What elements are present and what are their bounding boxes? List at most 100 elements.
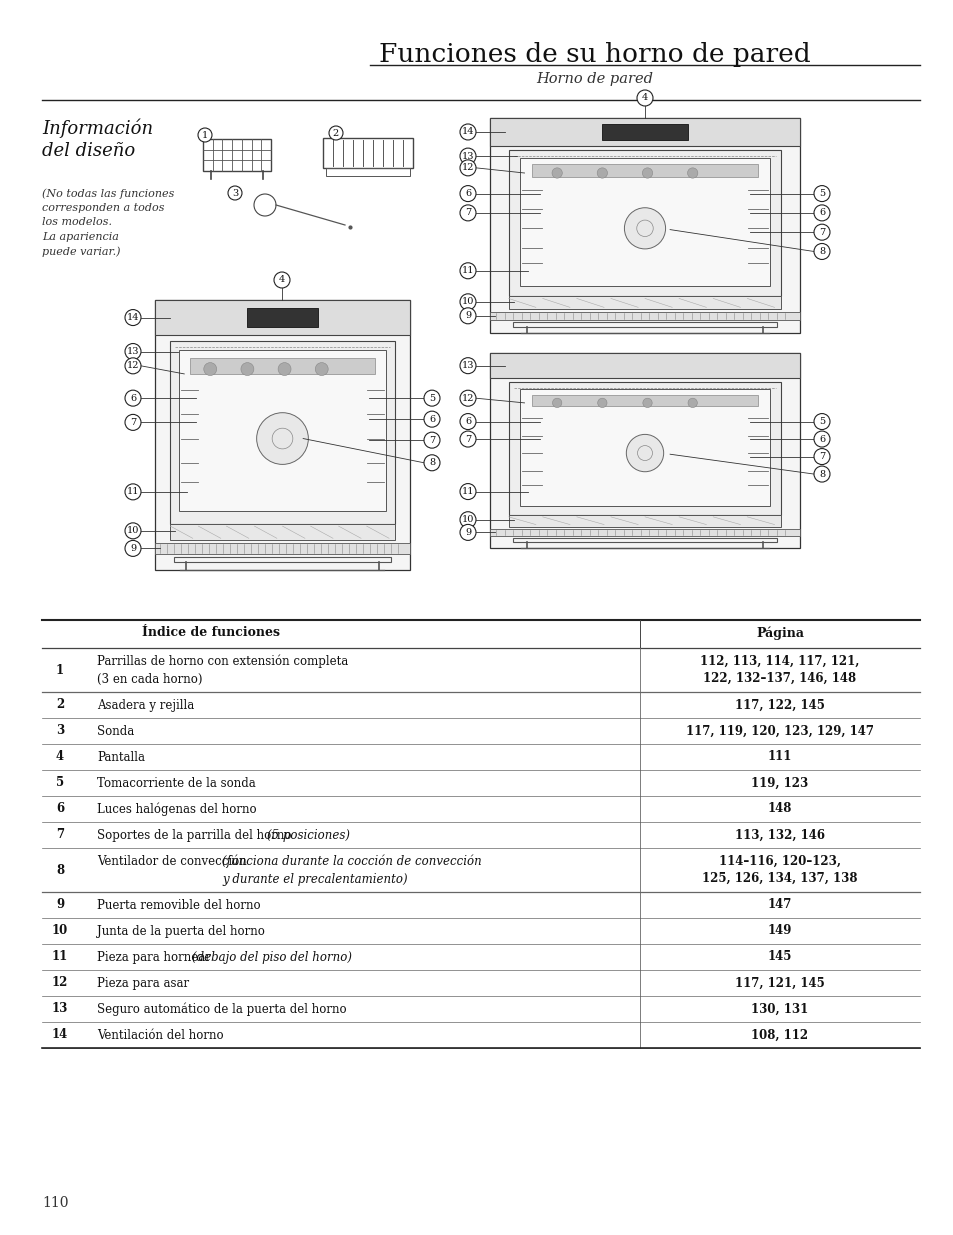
Text: 7: 7 (130, 417, 136, 427)
Circle shape (813, 414, 829, 430)
Circle shape (125, 484, 141, 500)
Text: 117, 122, 145: 117, 122, 145 (735, 699, 824, 711)
Circle shape (125, 390, 141, 406)
Text: 6: 6 (818, 435, 824, 443)
Bar (323, 138, 413, 168)
Text: Horno de pared: Horno de pared (536, 72, 653, 86)
Text: 5: 5 (429, 394, 435, 403)
Bar (490, 529, 800, 536)
Text: 3: 3 (232, 189, 238, 198)
Circle shape (552, 398, 561, 408)
Text: Pieza para asar: Pieza para asar (97, 977, 189, 990)
Text: 149: 149 (767, 925, 791, 937)
Circle shape (459, 294, 476, 310)
Circle shape (241, 363, 253, 375)
Circle shape (329, 126, 343, 140)
Circle shape (597, 168, 607, 178)
Circle shape (459, 308, 476, 324)
Text: 7: 7 (464, 209, 471, 217)
Circle shape (687, 398, 697, 408)
Text: 1: 1 (56, 663, 64, 677)
Circle shape (423, 411, 439, 427)
Text: 111: 111 (767, 751, 791, 763)
Text: 9: 9 (464, 311, 471, 320)
Bar (154, 543, 410, 553)
Circle shape (637, 90, 652, 106)
Text: 11: 11 (127, 488, 139, 496)
Text: 4: 4 (278, 272, 285, 282)
Circle shape (459, 185, 476, 201)
Text: 7: 7 (818, 227, 824, 237)
Bar (203, 140, 271, 170)
Circle shape (597, 398, 606, 408)
Circle shape (459, 414, 476, 430)
Circle shape (813, 185, 829, 201)
Text: 14: 14 (51, 1029, 68, 1041)
Circle shape (459, 511, 476, 527)
Circle shape (813, 243, 829, 259)
Text: Página: Página (755, 626, 803, 640)
Bar (508, 383, 781, 515)
Circle shape (256, 412, 308, 464)
Circle shape (198, 128, 212, 142)
Circle shape (423, 454, 439, 471)
Bar (490, 353, 800, 378)
Text: Parrillas de horno con extensión completa
(3 en cada horno): Parrillas de horno con extensión complet… (97, 655, 348, 685)
Circle shape (204, 363, 216, 375)
Circle shape (459, 148, 476, 164)
Circle shape (642, 398, 652, 408)
Text: 10: 10 (461, 298, 474, 306)
Circle shape (459, 525, 476, 541)
Bar (326, 168, 410, 177)
Text: 13: 13 (51, 1003, 68, 1015)
Bar (171, 341, 395, 524)
Text: 119, 123: 119, 123 (751, 777, 808, 789)
Text: 7: 7 (818, 452, 824, 461)
Bar (490, 311, 800, 320)
Text: 4: 4 (641, 94, 647, 103)
Bar (179, 350, 385, 511)
Bar (508, 515, 781, 526)
Text: Funciones de su horno de pared: Funciones de su horno de pared (378, 42, 810, 67)
Text: 8: 8 (56, 863, 64, 877)
Circle shape (125, 343, 141, 359)
Circle shape (125, 310, 141, 326)
Circle shape (624, 207, 665, 249)
Text: Índice de funciones: Índice de funciones (142, 626, 280, 638)
Text: 6: 6 (56, 803, 64, 815)
Bar (532, 164, 757, 177)
Text: Seguro automático de la puerta del horno: Seguro automático de la puerta del horno (97, 1003, 346, 1016)
Circle shape (687, 168, 697, 178)
Bar (490, 353, 800, 548)
Text: (debajo del piso del horno): (debajo del piso del horno) (192, 951, 352, 965)
Text: 10: 10 (127, 526, 139, 535)
Text: 5: 5 (818, 189, 824, 198)
Text: 9: 9 (56, 899, 64, 911)
Text: Ventilación del horno: Ventilación del horno (97, 1029, 223, 1042)
Text: 10: 10 (461, 515, 474, 524)
Bar (174, 557, 391, 562)
Text: 5: 5 (56, 777, 64, 789)
Circle shape (125, 541, 141, 557)
Text: 6: 6 (464, 189, 471, 198)
Text: Junta de la puerta del horno: Junta de la puerta del horno (97, 925, 265, 939)
Text: 7: 7 (56, 829, 64, 841)
Text: 5: 5 (818, 417, 824, 426)
Bar (601, 125, 688, 140)
Text: Información
del diseño: Información del diseño (42, 119, 153, 159)
Text: Puerta removible del horno: Puerta removible del horno (97, 899, 260, 911)
Circle shape (228, 186, 242, 200)
Text: Asadera y rejilla: Asadera y rejilla (97, 699, 194, 713)
Circle shape (274, 272, 290, 288)
Circle shape (459, 205, 476, 221)
Bar (508, 151, 781, 296)
Text: 112, 113, 114, 117, 121,
122, 132–137, 146, 148: 112, 113, 114, 117, 121, 122, 132–137, 1… (700, 655, 859, 685)
Text: 8: 8 (818, 469, 824, 478)
Circle shape (641, 168, 652, 178)
Text: 11: 11 (51, 951, 68, 963)
Text: 13: 13 (127, 347, 139, 356)
Bar (171, 524, 395, 540)
Circle shape (813, 466, 829, 482)
Circle shape (314, 363, 328, 375)
Text: 11: 11 (461, 487, 474, 496)
